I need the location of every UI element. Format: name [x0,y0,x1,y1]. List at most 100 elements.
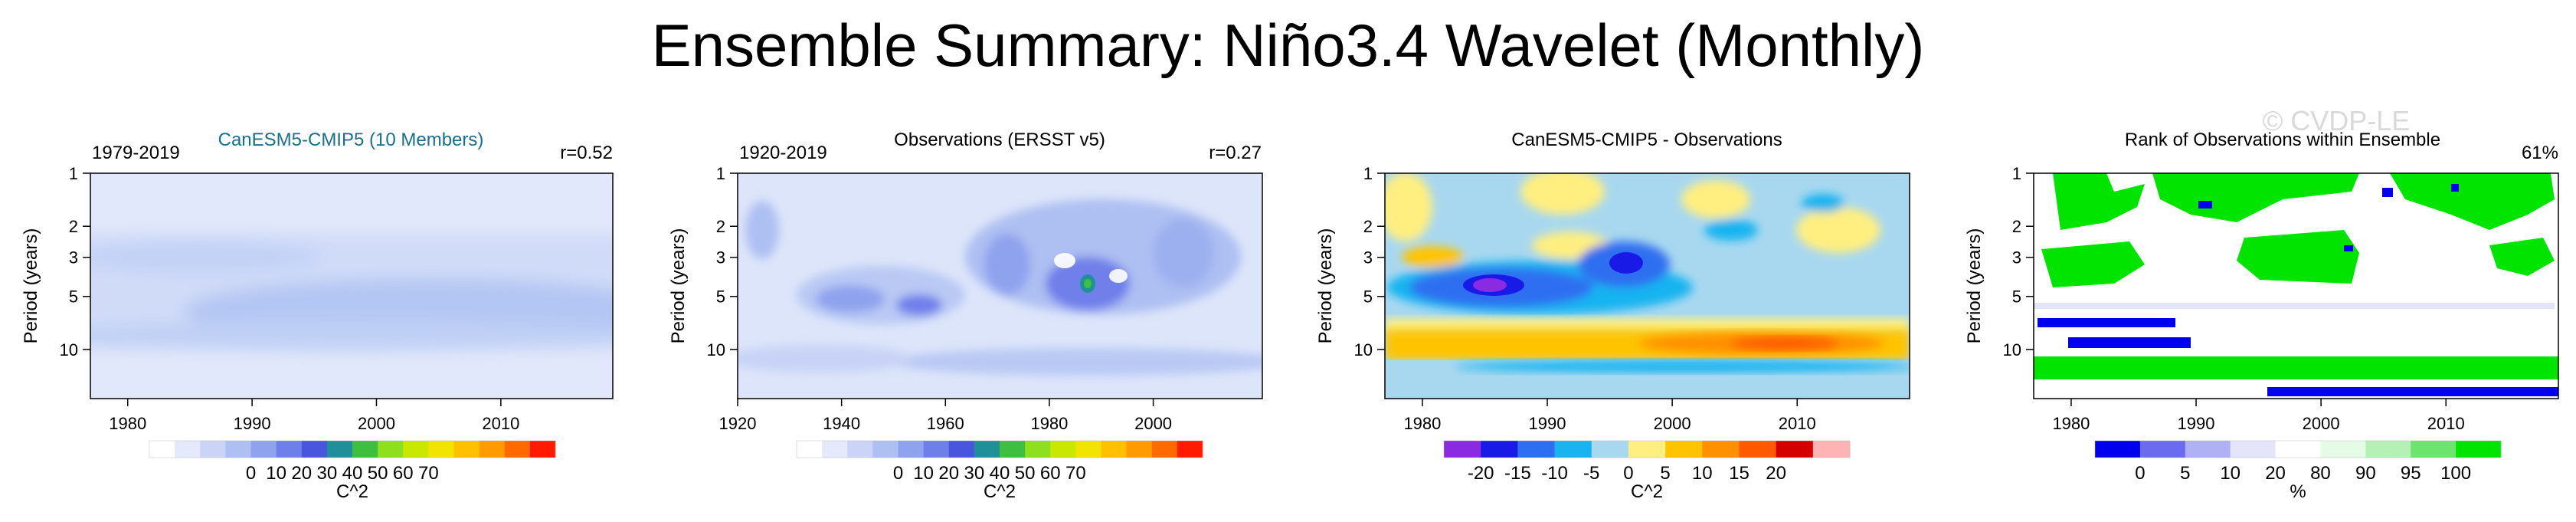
panel-1-title: CanESM5-CMIP5 (10 Members) [218,130,484,150]
panel-1: 1979-2019 CanESM5-CMIP5 (10 Members) r=0… [21,130,614,502]
colorbar-label: 50 [1015,463,1036,484]
colorbar-label: 60 [1040,463,1061,484]
panel-2-blob-1960 [896,294,942,316]
panel-2-blob-1940 [816,285,885,313]
y-tick-label: 1 [2012,164,2021,183]
colorbar-swatch [923,441,950,458]
colorbar-swatch [276,441,303,458]
y-tick-label: 5 [69,287,78,307]
x-tick-label: 1990 [1529,414,1566,433]
colorbar-label: 100 [2440,463,2471,484]
colorbar-swatch [1126,441,1153,458]
colorbar-swatch [2185,441,2231,458]
colorbar-swatch [847,441,873,458]
colorbar-frame [1443,440,1851,458]
colorbar-swatch [872,441,898,458]
panel-4-green-b [2237,230,2359,284]
panel-3-y-axis: 1 2 3 5 10 Period (years) [1315,164,1385,359]
colorbar-label: 10 [266,463,286,484]
colorbar-swatch [1812,441,1851,458]
panel-1-frame [90,172,614,399]
y-axis-label: Period (years) [21,228,41,344]
colorbar-swatch [1177,441,1203,458]
y-tick-label: 3 [1363,248,1373,268]
panel-2-colorbar: 0 10 20 30 40 50 60 70 C^2 [796,440,1203,502]
colorbar-label: 20 [291,463,312,484]
colorbar-swatch [797,441,823,458]
panel-4-lav-band [2034,303,2555,309]
panel-3-min-b [1473,278,1507,292]
panel-3-blue-a [1704,219,1758,241]
colorbar-label: 5 [2180,463,2190,484]
colorbar-swatch [225,441,251,458]
panel-4-blue-dot-2 [2382,188,2393,197]
colorbar-label: 70 [418,463,439,484]
colorbar-label: 90 [2355,463,2376,484]
colorbar-swatch [1628,441,1666,458]
panel-4-blue-dot-4 [2344,245,2353,251]
colorbar-swatch [2411,441,2457,458]
colorbar-label: 0 [893,463,903,484]
colorbar-label: 5 [1660,463,1670,484]
panel-2-band-10yr-early [738,345,912,373]
colorbar-swatch [2365,441,2411,458]
colorbar-swatch [352,441,378,458]
colorbar-swatch [1151,441,1178,458]
y-tick-label: 10 [60,340,78,359]
colorbar-swatch [479,441,506,458]
x-tick-label: 1980 [109,414,146,433]
panel-1-colorbar: 0 10 20 30 40 50 60 70 C^2 [149,440,556,502]
colorbar-swatch [301,441,328,458]
colorbar-label: 60 [393,463,414,484]
colorbar-label: 30 [964,463,985,484]
y-tick-label: 2 [716,217,725,236]
colorbar-swatch [2275,441,2321,458]
panel-1-left-label: 1979-2019 [92,143,180,163]
y-axis-label: Period (years) [668,228,689,344]
panel-4-blue-dot-3 [2451,184,2459,192]
panel-3-yellow-a [1385,173,1432,241]
panel-3-blue-b [1802,194,1844,212]
panel-3: CanESM5-CMIP5 - Observations [1315,130,1910,502]
panel-1-right-label: r=0.52 [560,143,613,163]
colorbar-unit: C^2 [336,481,368,502]
panel-4-frame [2033,172,2559,399]
colorbar-swatch [1554,441,1592,458]
colorbar-swatch [1050,441,1076,458]
panel-3-title: CanESM5-CMIP5 - Observations [1511,130,1782,150]
colorbar-label: 20 [2265,463,2286,484]
colorbar-swatch [378,441,404,458]
panel-4-x-axis: 1980 1990 2000 2010 [2052,399,2465,433]
colorbar-swatch [898,441,925,458]
x-tick-label: 1980 [2052,414,2090,433]
panel-3-min-c [1609,252,1643,274]
watermark: © CVDP-LE [2263,105,2411,136]
y-tick-label: 5 [1363,287,1373,307]
colorbar-swatch [529,441,556,458]
panel-1-band-10yr [90,320,613,351]
colorbar-label: 0 [1623,463,1633,484]
x-tick-label: 1960 [927,414,964,433]
x-tick-label: 2000 [2303,414,2340,433]
colorbar-swatch [2230,441,2277,458]
colorbar-label: 15 [1729,463,1750,484]
panel-1-y-axis: 1 2 3 5 10 Period (years) [21,164,90,359]
colorbar-swatch [1025,441,1051,458]
x-tick-label: 1990 [2178,414,2215,433]
panel-2-y-axis: 1 2 3 5 10 Period (years) [668,164,738,359]
colorbar-swatch [1075,441,1101,458]
panel-4-blue-c [2267,387,2558,396]
x-tick-label: 2010 [482,414,519,433]
x-tick-label: 1980 [1030,414,1068,433]
y-tick-label: 2 [1363,217,1373,236]
panel-3-x-axis: 1980 1990 2000 2010 [1403,399,1816,433]
panel-4-title: Rank of Observations within Ensemble [2125,130,2440,150]
panel-2-peak-1985-core [1084,279,1092,288]
y-tick-label: 5 [716,287,725,307]
colorbar-unit: % [2290,481,2306,502]
colorbar-label: 0 [2135,463,2145,484]
y-tick-label: 10 [1354,340,1373,359]
colorbar-swatch [2139,441,2186,458]
colorbar-swatch [1591,441,1629,458]
colorbar-swatch [504,441,531,458]
